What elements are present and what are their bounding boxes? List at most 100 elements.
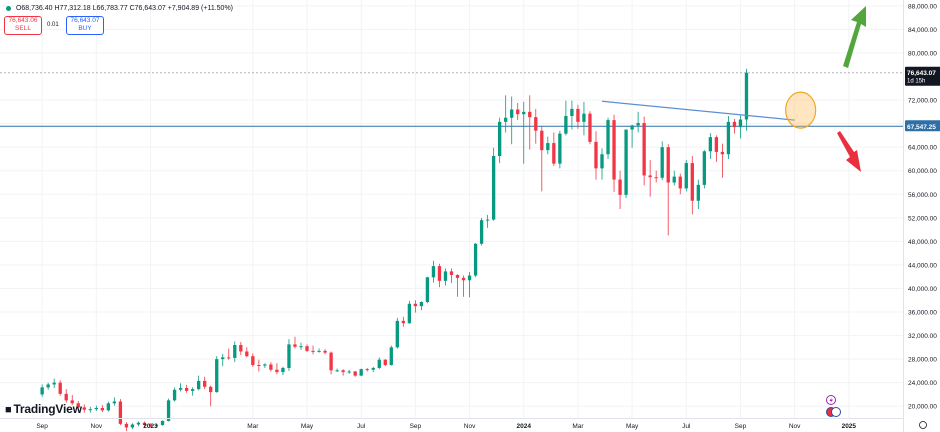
candle-body: [329, 352, 333, 371]
price-tick-label: 40,000.00: [908, 286, 937, 293]
time-tick-label: 2023: [143, 423, 158, 430]
candle-body: [732, 121, 737, 128]
candle-body: [371, 367, 375, 370]
candle-body: [726, 121, 731, 155]
candle-body: [94, 407, 98, 410]
candle-body: [257, 365, 261, 367]
candle-body: [443, 271, 448, 281]
candle-body: [160, 420, 165, 426]
candle-body: [666, 147, 670, 183]
candle-body: [594, 141, 598, 169]
time-tick-label: Sep: [36, 423, 48, 430]
bullish-arrow-icon: [843, 6, 866, 68]
countdown-label: 1d 15h: [907, 79, 925, 85]
price-tick-label: 72,000.00: [908, 98, 937, 105]
price-badge: [905, 66, 940, 86]
candle-body: [431, 266, 436, 278]
time-tick-label: Nov: [91, 423, 103, 430]
candle-body: [413, 303, 418, 307]
candle-body: [672, 176, 676, 183]
candle-body: [660, 147, 664, 178]
drawing-overlay: [601, 6, 866, 417]
buy-label: BUY: [78, 25, 92, 32]
candle-body: [154, 425, 159, 427]
candle-body: [425, 277, 430, 303]
candle-body: [275, 369, 279, 373]
candle-body: [624, 129, 628, 195]
candle-body: [106, 403, 111, 411]
candle-body: [130, 424, 135, 428]
candle-body: [239, 344, 243, 352]
candle-body: [203, 380, 207, 387]
candle-body: [100, 407, 104, 411]
candle-body: [642, 123, 646, 176]
candle-body: [714, 137, 719, 152]
sell-button[interactable]: 76,643.06 SELL: [4, 16, 42, 35]
status-dot-icon: [6, 5, 11, 11]
buy-button[interactable]: 76,643.07 BUY: [66, 16, 104, 35]
price-badge: [905, 120, 940, 132]
candle-body: [552, 143, 556, 164]
price-tick-label: 64,000.00: [908, 145, 937, 152]
tradingview-logo[interactable]: ■ TradingView: [5, 402, 82, 416]
candle-body: [606, 120, 610, 155]
candle-body: [437, 266, 442, 281]
candle-body: [491, 156, 496, 220]
candle-body: [190, 389, 195, 391]
candle-body: [172, 389, 177, 401]
candle-body: [317, 350, 321, 352]
candle-body: [576, 108, 580, 122]
price-tick-label: 60,000.00: [908, 168, 937, 175]
candle-body: [184, 387, 189, 391]
price-tick-label: 48,000.00: [908, 239, 937, 246]
time-tick-label: Sep: [410, 423, 422, 430]
time-tick-label: Mar: [247, 423, 259, 430]
candle-body: [618, 179, 622, 195]
sell-label: SELL: [15, 25, 31, 32]
candle-body: [64, 393, 68, 401]
candle-body: [209, 386, 213, 393]
candle-body: [136, 422, 141, 425]
candle-body: [600, 154, 604, 169]
candle-body: [142, 422, 147, 426]
chart-levels: [0, 72, 903, 127]
candle-body: [738, 119, 743, 128]
candle-body: [449, 271, 454, 275]
candle-body: [522, 111, 526, 115]
price-tick-label: 84,000.00: [908, 27, 937, 34]
candle-body: [82, 407, 86, 410]
candle-body: [678, 176, 682, 189]
candle-body: [534, 117, 538, 131]
candle-body: [395, 320, 399, 348]
price-tick-label: 28,000.00: [908, 357, 937, 364]
candle-body: [383, 359, 387, 366]
time-tick-label: Jul: [682, 423, 691, 430]
candle-body: [588, 113, 592, 142]
candle-body: [696, 184, 700, 201]
candle-body: [88, 409, 92, 411]
candle-body: [335, 370, 339, 372]
time-tick-label: 2025: [842, 423, 857, 430]
candle-body: [76, 403, 80, 408]
candle-body: [558, 133, 562, 164]
candle-body: [269, 364, 273, 370]
time-axis[interactable]: Sep Nov 2023 Mar May Jul Sep Nov 2024 Mar May Jul Se…: [0, 418, 903, 431]
time-tick-label: Jul: [357, 423, 366, 430]
ohlc-legend: O68,736.40 H77,312.18 L66,783.77 C76,643…: [6, 5, 233, 12]
candle-body: [419, 302, 424, 307]
candle-body: [630, 125, 634, 130]
resistance-trendline: [601, 100, 795, 121]
candle-body: [70, 400, 74, 404]
candle-body: [178, 387, 183, 390]
price-badge-label: 76,643.07: [907, 70, 936, 77]
sell-price: 76,643.06: [8, 17, 38, 24]
buy-price: 76,643.07: [70, 17, 100, 24]
price-axis[interactable]: 20,000.00 24,000.00 28,000.00 32,000.00 36,0…: [903, 0, 940, 432]
candle-body: [166, 400, 171, 421]
candle-body: [564, 115, 568, 134]
tradingview-logo-icon: ■: [5, 404, 12, 416]
logo-text: TradingView: [13, 402, 82, 416]
highlight-circle: [785, 91, 817, 129]
candle-body: [702, 151, 706, 185]
